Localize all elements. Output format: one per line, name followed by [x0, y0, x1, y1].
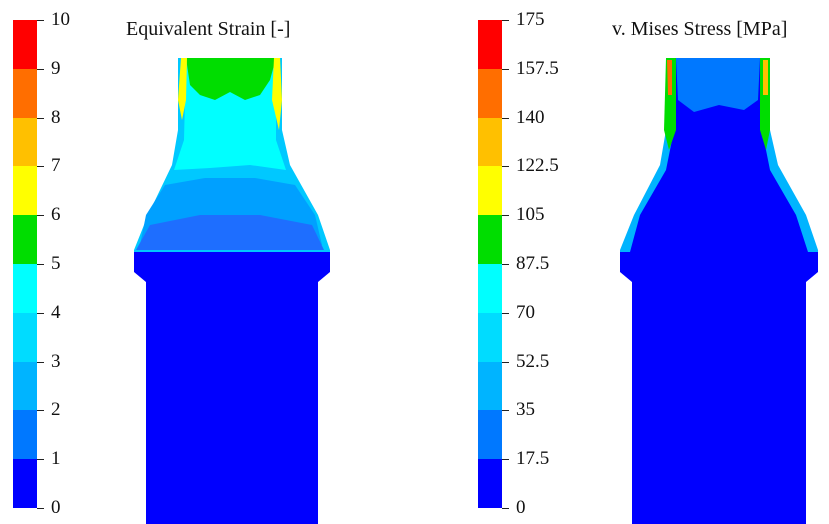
- colorbar-tick-label: 1: [51, 448, 61, 470]
- strain-flare-band-inner: [136, 215, 324, 250]
- colorbar-band: [478, 410, 502, 460]
- colorbar-tick-label: 17.5: [516, 448, 550, 470]
- colorbar-band: [478, 312, 502, 362]
- colorbar-tick-label: 0: [516, 497, 526, 518]
- colorbar-tick: [502, 166, 509, 168]
- strain-top-green: [186, 58, 276, 100]
- colorbar-band: [478, 20, 502, 69]
- stress-interior: [630, 58, 808, 252]
- colorbar-tick-label: 175: [516, 9, 545, 30]
- colorbar-tick: [502, 68, 509, 70]
- stress-panel: 175 157.5 140 122.5 105 87.5 70 52.5 35 17.5 0 v. …: [414, 0, 829, 524]
- colorbar-band: [478, 361, 502, 411]
- colorbar-tick: [502, 117, 509, 119]
- colorbar-tick-label: 157.5: [516, 57, 559, 79]
- colorbar-tick-label: 5: [51, 253, 61, 274]
- colorbar-tick: [37, 166, 44, 168]
- colorbar-band: [13, 361, 37, 411]
- colorbar-tick: [502, 410, 509, 412]
- colorbar-tick-label: 70: [516, 301, 535, 323]
- colorbar-band: [13, 264, 37, 313]
- colorbar-tick-label: 10: [51, 9, 70, 30]
- colorbar-tick: [37, 312, 44, 314]
- strain-panel: 10 9 8 7 6 5 4 3 2 1 0 Equivalent Strain [-]: [0, 0, 414, 524]
- colorbar-tick-label: 7: [51, 155, 61, 177]
- colorbar-band: [13, 459, 37, 508]
- stress-panel-title: v. Mises Stress [MPa]: [612, 18, 788, 40]
- colorbar-band: [478, 166, 502, 216]
- colorbar-tick: [37, 361, 44, 363]
- colorbar-tick-label: 35: [516, 399, 535, 421]
- colorbar-tick: [37, 459, 44, 461]
- colorbar-tick-label: 3: [51, 350, 61, 372]
- colorbar-tick-label: 87.5: [516, 253, 550, 274]
- colorbar-tick-label: 6: [51, 204, 61, 226]
- strain-contour-plot: [134, 58, 330, 524]
- colorbar-band: [13, 68, 37, 118]
- stress-edge-left: [664, 58, 676, 150]
- colorbar-tick: [502, 459, 509, 461]
- strain-lower-cylinder: [134, 252, 330, 524]
- colorbar-tick: [37, 117, 44, 119]
- stress-hotspot-right: [763, 60, 768, 95]
- colorbar-tick-label: 9: [51, 57, 61, 79]
- colorbar-band: [478, 68, 502, 118]
- stress-lower-cylinder: [620, 252, 818, 524]
- colorbar-tick: [502, 20, 509, 21]
- colorbar-tick: [502, 312, 509, 314]
- stress-contour-plot: [620, 58, 818, 524]
- colorbar-tick: [37, 264, 44, 265]
- stress-hotspot-left: [667, 60, 672, 95]
- colorbar-tick-label: 4: [51, 301, 61, 323]
- colorbar-band: [478, 117, 502, 167]
- colorbar-band: [13, 215, 37, 264]
- colorbar-tick-label: 122.5: [516, 155, 559, 177]
- colorbar-tick: [37, 508, 44, 509]
- colorbar-tick: [502, 361, 509, 363]
- strain-edge-hotspot-left: [178, 58, 187, 120]
- colorbar-band: [13, 166, 37, 216]
- colorbar-tick: [37, 215, 44, 217]
- colorbar-band: [13, 410, 37, 460]
- colorbar-tick-label: 8: [51, 106, 61, 128]
- colorbar-tick: [502, 215, 509, 217]
- colorbar-tick: [502, 508, 509, 509]
- colorbar-tick-label: 140: [516, 106, 545, 128]
- colorbar-band: [478, 459, 502, 508]
- colorbar-tick: [37, 20, 44, 21]
- colorbar-tick-label: 52.5: [516, 350, 550, 372]
- strain-panel-title: Equivalent Strain [-]: [126, 18, 291, 40]
- colorbar-tick-label: 0: [51, 497, 61, 518]
- colorbar-tick: [502, 264, 509, 265]
- strain-edge-hotspot-right: [272, 58, 282, 130]
- colorbar-tick: [37, 410, 44, 412]
- colorbar-band: [13, 312, 37, 362]
- colorbar-band: [478, 215, 502, 264]
- colorbar-band: [478, 264, 502, 313]
- colorbar-tick-label: 2: [51, 399, 61, 421]
- strain-colorbar: 10 9 8 7 6 5 4 3 2 1 0: [13, 10, 70, 517]
- stress-tube-upper: [676, 58, 760, 112]
- stress-colorbar: 175 157.5 140 122.5 105 87.5 70 52.5 35 17.5 0: [478, 10, 559, 517]
- colorbar-tick: [37, 68, 44, 70]
- colorbar-tick-label: 105: [516, 204, 545, 226]
- colorbar-band: [13, 20, 37, 69]
- colorbar-band: [13, 117, 37, 167]
